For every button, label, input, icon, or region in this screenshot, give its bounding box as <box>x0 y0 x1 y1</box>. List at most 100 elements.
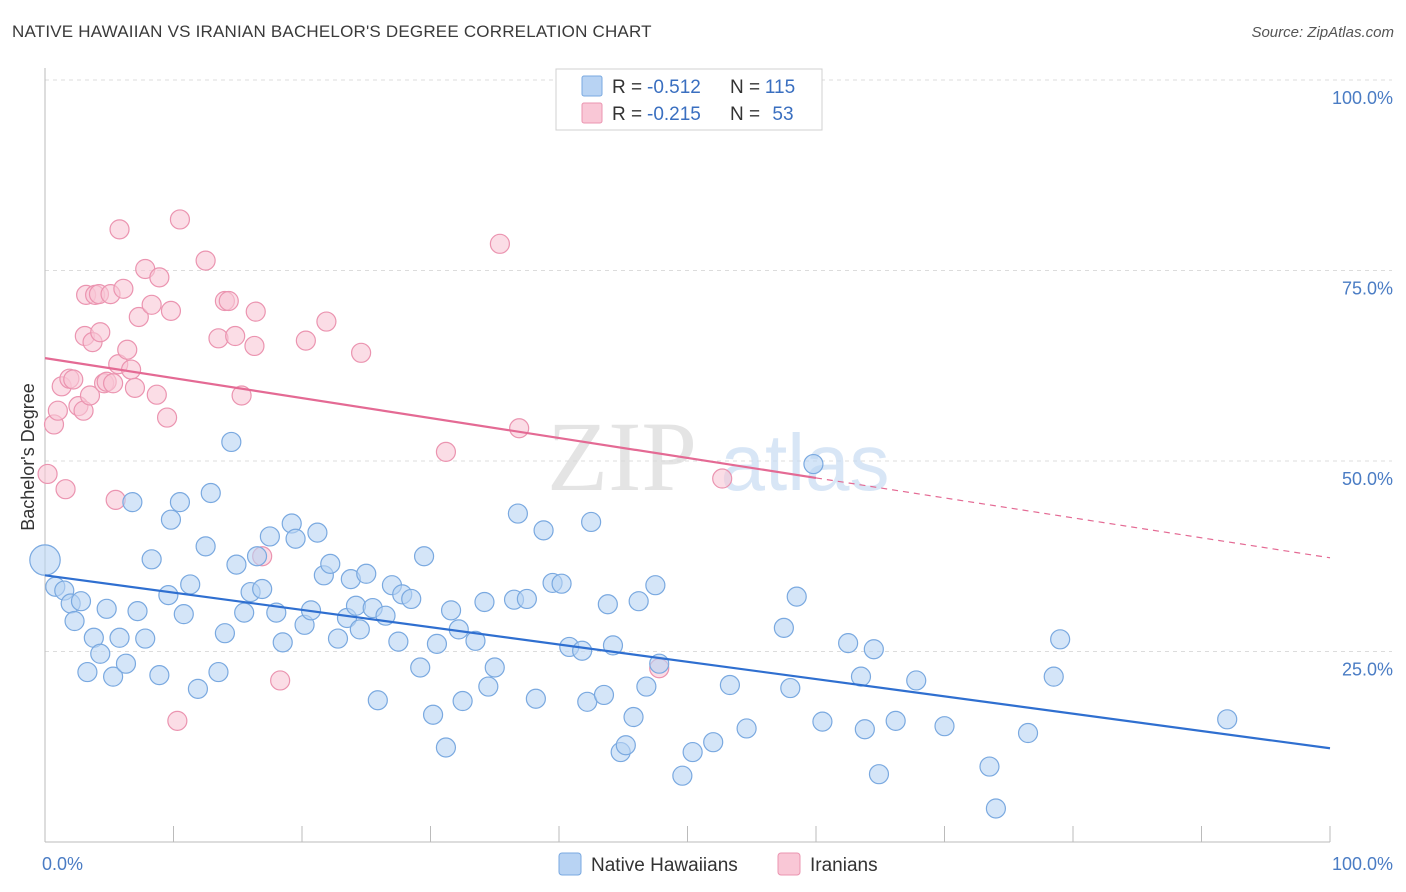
native-hawaiians-point-102 <box>863 639 884 660</box>
iranians-point-4 <box>55 479 76 500</box>
native-hawaiians-point-104 <box>885 710 906 731</box>
iranians-point-35 <box>169 209 191 230</box>
native-hawaiians-point-33 <box>252 578 273 600</box>
iranians-point-42 <box>244 335 265 357</box>
native-hawaiians-point-32 <box>246 546 268 567</box>
bottom-legend-swatch-native-hawaiians <box>558 852 582 876</box>
native-hawaiians-point-34 <box>259 526 280 547</box>
native-hawaiians-point-14 <box>127 601 148 622</box>
iranians-point-53 <box>712 468 733 489</box>
native-hawaiians-point-28 <box>221 431 242 453</box>
bottom-legend-swatch-iranians <box>777 852 801 876</box>
native-hawaiians-point-68 <box>484 657 505 678</box>
legend: R = -0.512 N = 115 R = -0.215 N = 53 <box>555 68 823 131</box>
iranians-point-45 <box>270 670 291 691</box>
native-hawaiians-point-66 <box>474 591 495 613</box>
native-hawaiians-point-72 <box>525 688 546 709</box>
iranians-trend-line-extension <box>815 477 1331 559</box>
native-hawaiians-point-77 <box>572 640 593 661</box>
iranians-point-23 <box>113 278 134 299</box>
native-hawaiians-point-61 <box>435 737 457 758</box>
iranians-point-11 <box>79 385 101 406</box>
native-hawaiians-points <box>29 431 1238 819</box>
native-hawaiians-point-67 <box>478 676 499 697</box>
native-hawaiians-point-80 <box>593 684 615 706</box>
native-hawaiians-point-6 <box>77 661 98 683</box>
iranians-point-15 <box>90 322 111 343</box>
iranians-point-49 <box>435 441 457 462</box>
trend-lines <box>44 357 1331 750</box>
y-tick-label-75: 75.0% <box>1342 279 1393 299</box>
legend-swatch-native-hawaiians <box>581 75 603 97</box>
native-hawaiians-point-9 <box>96 598 117 619</box>
native-hawaiians-point-97 <box>786 586 807 607</box>
native-hawaiians-point-20 <box>169 492 191 513</box>
iranians-point-19 <box>103 373 124 394</box>
native-hawaiians-trend-line <box>44 574 1331 750</box>
tick-labels: 100.0% 75.0% 50.0% 25.0% 0.0% 100.0% <box>42 88 1393 874</box>
native-hawaiians-point-11 <box>109 627 130 648</box>
iranians-point-47 <box>316 311 337 332</box>
iranians-point-39 <box>218 290 239 312</box>
y-tick-label-25: 25.0% <box>1342 660 1393 680</box>
iranians-point-29 <box>141 294 162 315</box>
native-hawaiians-point-71 <box>516 588 537 610</box>
native-hawaiians-point-38 <box>285 528 306 549</box>
native-hawaiians-point-70 <box>507 503 528 524</box>
native-hawaiians-point-27 <box>214 623 235 644</box>
legend-swatch-iranians <box>581 102 603 124</box>
native-hawaiians-point-13 <box>122 492 143 513</box>
native-hawaiians-point-107 <box>979 756 1000 777</box>
native-hawaiians-point-17 <box>149 665 170 686</box>
native-hawaiians-point-49 <box>356 563 377 584</box>
native-hawaiians-point-25 <box>200 482 221 504</box>
iranians-point-32 <box>156 407 178 428</box>
iranians-point-40 <box>225 325 246 347</box>
gridlines <box>45 79 1392 652</box>
native-hawaiians-point-62 <box>440 600 462 621</box>
native-hawaiians-point-18 <box>158 585 179 606</box>
native-hawaiians-point-22 <box>180 574 201 595</box>
native-hawaiians-point-64 <box>452 690 473 712</box>
iranians-point-31 <box>149 267 170 288</box>
native-hawaiians-point-75 <box>551 573 572 594</box>
native-hawaiians-point-113 <box>803 453 824 475</box>
native-hawaiians-point-60 <box>426 633 448 654</box>
y-axis-label: Bachelor's Degree <box>18 383 38 531</box>
iranians-point-2 <box>47 400 68 421</box>
legend-n-value-0: 115 <box>765 77 795 98</box>
native-hawaiians-point-81 <box>597 594 618 615</box>
native-hawaiians-point-90 <box>672 765 693 786</box>
iranians-point-48 <box>351 342 372 363</box>
iranians-points <box>37 209 733 731</box>
native-hawaiians-point-98 <box>812 711 833 732</box>
native-hawaiians-point-110 <box>1043 666 1064 687</box>
iranians-trend-line <box>44 357 817 480</box>
iranians-point-33 <box>160 300 182 321</box>
native-hawaiians-point-26 <box>208 661 229 683</box>
native-hawaiians-point-30 <box>234 602 255 623</box>
native-hawaiians-point-87 <box>636 676 657 697</box>
iranians-point-50 <box>489 233 510 254</box>
native-hawaiians-point-51 <box>367 690 388 711</box>
native-hawaiians-point-92 <box>703 732 724 753</box>
legend-r-value-1: -0.215 <box>647 104 701 125</box>
bottom-legend-iranians: Iranians <box>810 855 878 876</box>
native-hawaiians-point-57 <box>410 657 431 678</box>
iranians-point-34 <box>167 710 188 731</box>
legend-n-label-0: N = <box>730 77 760 98</box>
iranians-point-22 <box>109 219 130 240</box>
iranians-point-26 <box>124 377 146 398</box>
native-hawaiians-point-109 <box>1017 722 1039 744</box>
native-hawaiians-point-0 <box>29 544 61 576</box>
native-hawaiians-point-93 <box>719 674 741 696</box>
iranians-point-30 <box>146 384 167 405</box>
iranians-point-51 <box>509 418 530 439</box>
source-label: Source: ZipAtlas.com <box>1251 24 1394 41</box>
native-hawaiians-point-12 <box>115 653 137 674</box>
native-hawaiians-point-44 <box>327 628 349 649</box>
native-hawaiians-point-43 <box>320 553 341 574</box>
native-hawaiians-point-96 <box>780 677 801 699</box>
native-hawaiians-point-101 <box>854 719 875 740</box>
iranians-point-6 <box>63 369 84 390</box>
